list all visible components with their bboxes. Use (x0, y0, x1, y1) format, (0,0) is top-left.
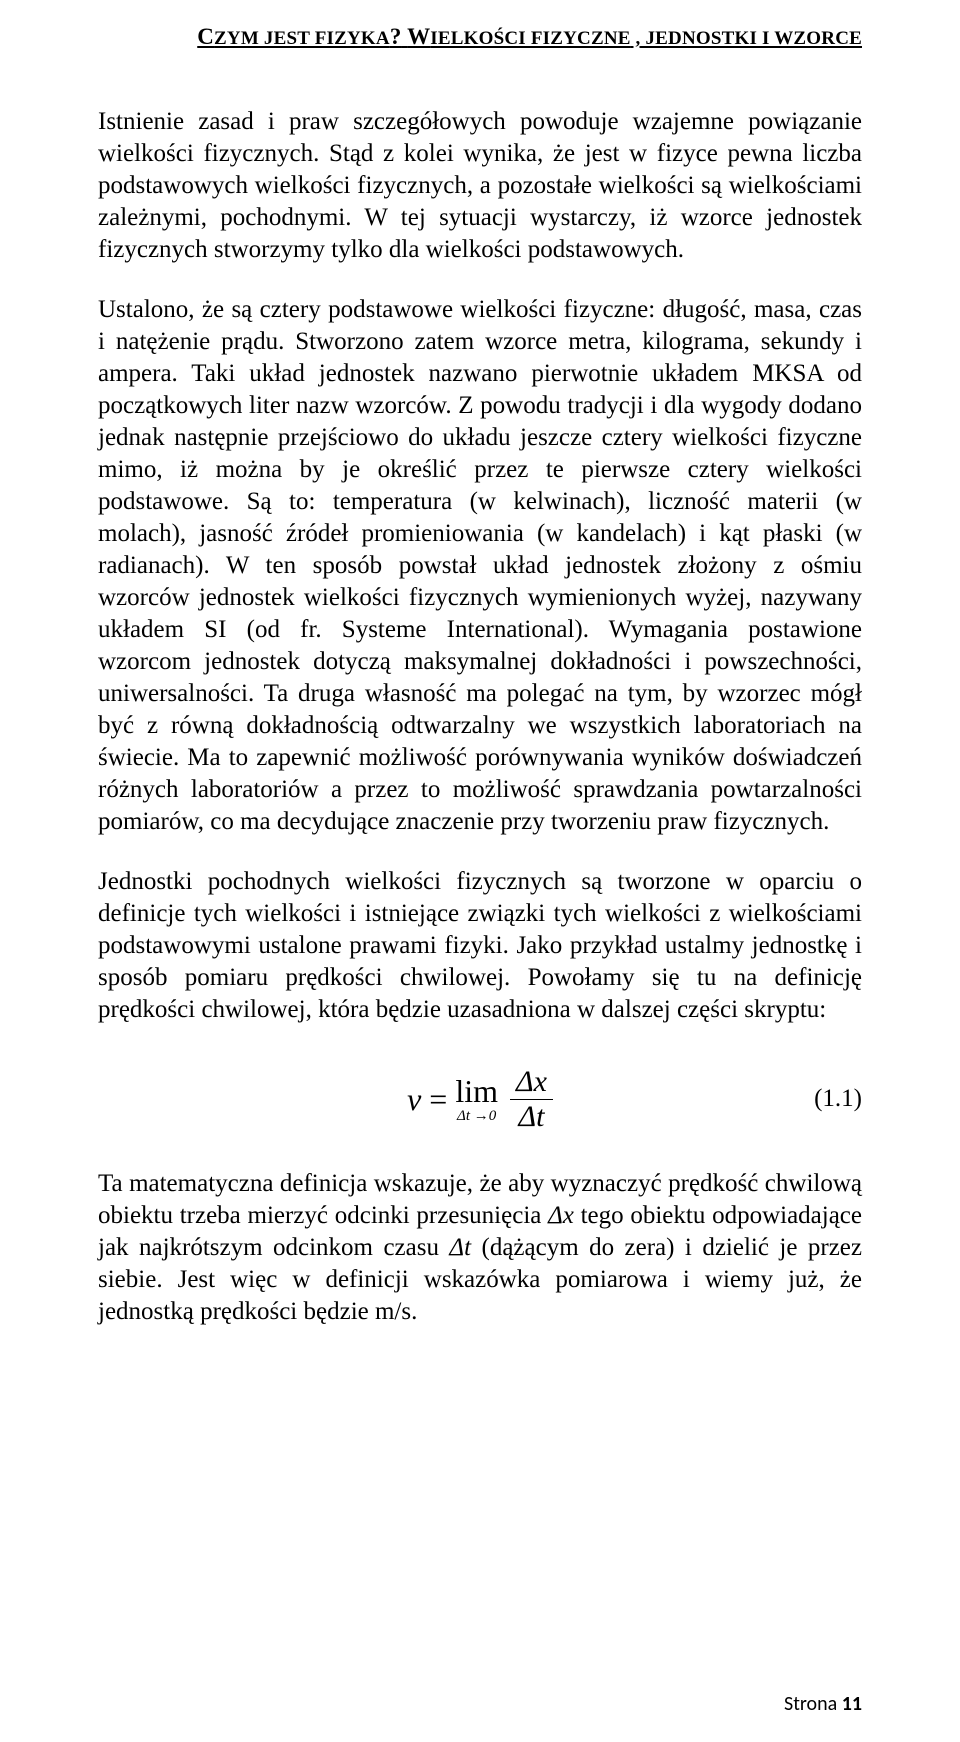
equation-row: v = lim Δt →0 Δx Δt (1.1) (98, 1054, 862, 1144)
eq-denominator: Δt (512, 1100, 550, 1134)
eq-limit: lim Δt →0 (455, 1075, 498, 1124)
paragraph-1: Istnienie zasad i praw szczegółowych pow… (98, 106, 862, 266)
page-footer: Strona 11 (784, 1692, 862, 1716)
footer-label: Strona (784, 1692, 842, 1716)
paragraph-3: Jednostki pochodnych wielkości fizycznyc… (98, 866, 862, 1026)
eq-fraction: Δx Δt (510, 1065, 553, 1134)
page-number: 11 (842, 1692, 862, 1716)
equation: v = lim Δt →0 Δx Δt (407, 1065, 553, 1134)
eq-lim-sub: Δt →0 (457, 1109, 496, 1124)
eq-equals: = (429, 1081, 447, 1118)
p4-dt: Δt (449, 1234, 471, 1261)
paragraph-2: Ustalono, że są cztery podstawowe wielko… (98, 294, 862, 838)
page: CZYM JEST FIZYKA? WIELKOŚCI FIZYCZNE , J… (0, 0, 960, 1742)
paragraph-4: Ta matematyczna definicja wskazuje, że a… (98, 1168, 862, 1328)
p4-dx: Δx (548, 1202, 574, 1229)
header-part: CZYM JEST FIZYKA? WIELKOŚCI FIZYCZNE , J… (197, 24, 862, 49)
equation-number: (1.1) (814, 1085, 862, 1113)
eq-lhs: v (407, 1081, 421, 1118)
eq-lim-text: lim (455, 1075, 498, 1107)
running-header: CZYM JEST FIZYKA? WIELKOŚCI FIZYCZNE , J… (98, 24, 862, 50)
eq-numerator: Δx (510, 1065, 553, 1099)
